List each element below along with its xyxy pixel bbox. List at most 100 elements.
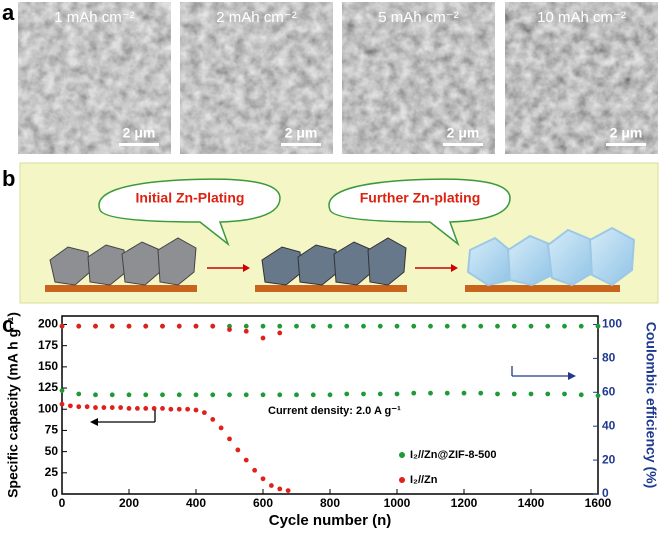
data-point bbox=[193, 407, 199, 413]
panel-label: b bbox=[2, 166, 15, 191]
data-point bbox=[151, 405, 157, 411]
data-point bbox=[126, 405, 132, 411]
data-point bbox=[76, 404, 82, 410]
legend-marker bbox=[399, 477, 405, 483]
data-point bbox=[201, 410, 207, 416]
panel-label: c bbox=[2, 312, 14, 337]
panel-label: a bbox=[2, 0, 15, 25]
data-point bbox=[193, 323, 199, 329]
data-point bbox=[327, 392, 333, 398]
data-point bbox=[277, 330, 283, 336]
data-point bbox=[428, 323, 433, 329]
data-point bbox=[595, 393, 601, 399]
data-point bbox=[143, 405, 149, 411]
data-point bbox=[109, 392, 115, 398]
data-point bbox=[126, 323, 132, 329]
data-point bbox=[562, 323, 567, 329]
step-label: Initial Zn-Plating bbox=[136, 190, 245, 206]
sem-label: 2 mAh cm⁻² bbox=[216, 9, 296, 26]
data-point bbox=[67, 403, 73, 409]
data-point bbox=[168, 406, 174, 412]
x-tick-label: 1200 bbox=[451, 496, 478, 510]
schematic: Initial Zn-Plating Further Zn-plating bbox=[19, 162, 659, 304]
y-tick-label: 50 bbox=[45, 444, 59, 458]
y2-tick-label: 100 bbox=[602, 317, 622, 331]
y-tick-label: 200 bbox=[38, 317, 58, 331]
data-point bbox=[310, 392, 316, 398]
y-tick-label: 0 bbox=[51, 486, 58, 500]
data-point bbox=[294, 392, 299, 398]
data-point bbox=[143, 323, 149, 329]
data-point bbox=[243, 392, 249, 398]
data-point bbox=[193, 392, 199, 398]
x-tick-label: 1600 bbox=[585, 496, 612, 510]
data-point bbox=[444, 390, 450, 396]
x-axis-label: Cycle number (n) bbox=[269, 512, 392, 529]
y2-tick-label: 40 bbox=[602, 418, 616, 432]
scale-label: 2 μm bbox=[610, 125, 643, 141]
data-point bbox=[327, 323, 333, 329]
data-point bbox=[545, 391, 551, 397]
data-point bbox=[210, 417, 216, 422]
scale-label: 2 μm bbox=[285, 125, 318, 141]
step-label: Further Zn-plating bbox=[360, 190, 481, 206]
data-point bbox=[210, 392, 216, 398]
x-tick-label: 1400 bbox=[518, 496, 545, 510]
sem-image bbox=[342, 2, 495, 154]
x-tick-label: 1000 bbox=[384, 496, 411, 510]
data-point bbox=[578, 323, 584, 329]
data-point bbox=[59, 323, 65, 329]
data-point bbox=[235, 447, 241, 453]
sem-image bbox=[180, 2, 333, 154]
data-point bbox=[545, 323, 551, 329]
y-axis-label: Specific capacity (mA h g⁻¹) bbox=[5, 312, 21, 498]
data-point bbox=[394, 391, 400, 397]
data-point bbox=[93, 392, 98, 398]
data-point bbox=[461, 390, 467, 396]
scale-bar bbox=[606, 143, 646, 146]
data-point bbox=[227, 392, 232, 398]
data-point bbox=[277, 392, 283, 398]
y2-tick-label: 60 bbox=[602, 384, 616, 398]
data-point bbox=[361, 391, 366, 397]
data-point bbox=[361, 323, 366, 329]
sem-image bbox=[505, 2, 658, 154]
data-point bbox=[59, 388, 65, 393]
data-point bbox=[528, 323, 534, 329]
data-point bbox=[160, 392, 165, 398]
data-point bbox=[109, 405, 115, 410]
data-point bbox=[93, 405, 98, 410]
y-tick-label: 100 bbox=[38, 401, 58, 415]
data-point bbox=[176, 392, 182, 398]
data-point bbox=[511, 323, 517, 329]
sem-image bbox=[18, 2, 171, 154]
data-point bbox=[268, 483, 274, 488]
scale-label: 2 μm bbox=[447, 125, 480, 141]
data-point bbox=[578, 392, 584, 398]
data-point bbox=[495, 391, 500, 397]
data-point bbox=[243, 328, 249, 334]
data-point bbox=[84, 404, 90, 410]
data-point bbox=[260, 323, 266, 329]
data-point bbox=[411, 390, 417, 396]
scale-bar bbox=[443, 143, 483, 146]
data-point bbox=[176, 406, 182, 412]
data-point bbox=[394, 323, 400, 329]
data-point bbox=[243, 457, 249, 463]
data-point bbox=[109, 323, 115, 329]
data-point bbox=[562, 391, 567, 397]
x-tick-label: 0 bbox=[59, 496, 66, 510]
data-point bbox=[260, 392, 266, 398]
sem-label: 10 mAh cm⁻² bbox=[537, 9, 626, 26]
sem-label: 5 mAh cm⁻² bbox=[378, 9, 458, 26]
data-point bbox=[411, 323, 417, 329]
data-point bbox=[134, 405, 140, 411]
data-point bbox=[461, 323, 467, 329]
data-point bbox=[478, 323, 484, 329]
data-point bbox=[595, 323, 601, 329]
legend-label: I₂//Zn bbox=[410, 474, 438, 486]
data-point bbox=[227, 436, 232, 442]
data-point bbox=[377, 391, 383, 397]
data-point bbox=[118, 405, 124, 410]
